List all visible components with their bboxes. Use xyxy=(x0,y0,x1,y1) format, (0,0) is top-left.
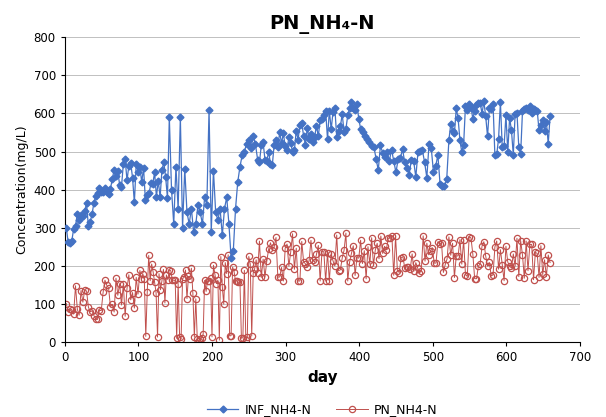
Line: PN_NH4-N: PN_NH4-N xyxy=(63,230,553,344)
INF_NH4-N xyxy=(480,99,487,104)
PN_NH4-N xyxy=(460,237,467,242)
PN_NH4-N xyxy=(547,260,554,265)
INF_NH4-N xyxy=(533,108,541,113)
INF_NH4-N xyxy=(547,114,554,119)
INF_NH4-N xyxy=(62,225,70,230)
PN_NH4-N xyxy=(464,274,471,279)
PN_NH4-N xyxy=(141,276,148,281)
PN_NH4-N xyxy=(195,339,202,344)
PN_NH4-N xyxy=(62,301,70,306)
INF_NH4-N xyxy=(435,153,442,158)
INF_NH4-N xyxy=(471,108,478,113)
INF_NH4-N xyxy=(227,256,235,261)
Y-axis label: Concentration(mg/L): Concentration(mg/L) xyxy=(15,125,28,254)
PN_NH4-N xyxy=(282,246,289,251)
INF_NH4-N xyxy=(305,136,313,141)
X-axis label: day: day xyxy=(307,369,338,384)
PN_NH4-N xyxy=(353,255,361,260)
INF_NH4-N xyxy=(276,130,284,135)
Line: INF_NH4-N: INF_NH4-N xyxy=(64,99,553,261)
Legend: INF_NH4-N, PN_NH4-N: INF_NH4-N, PN_NH4-N xyxy=(202,398,442,417)
Title: PN_NH₄-N: PN_NH₄-N xyxy=(270,15,375,34)
INF_NH4-N xyxy=(491,153,499,158)
PN_NH4-N xyxy=(342,231,350,236)
PN_NH4-N xyxy=(328,251,335,256)
